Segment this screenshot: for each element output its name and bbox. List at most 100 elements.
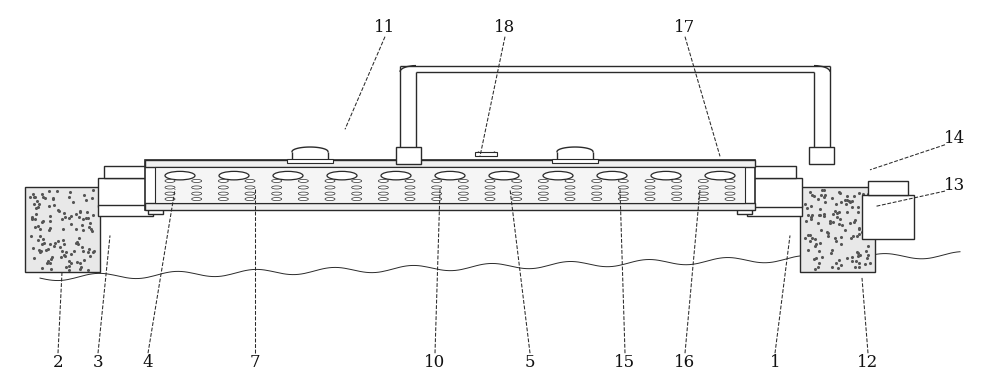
Point xyxy=(50,207,66,213)
Ellipse shape xyxy=(219,171,249,180)
Point xyxy=(860,243,876,249)
Point xyxy=(23,233,39,239)
Text: 15: 15 xyxy=(614,354,636,371)
Point xyxy=(34,265,50,271)
Point xyxy=(813,227,829,233)
Bar xyxy=(552,159,598,163)
Point xyxy=(42,225,58,231)
Point xyxy=(76,257,92,264)
Point xyxy=(42,259,58,266)
Ellipse shape xyxy=(485,198,495,201)
Point xyxy=(856,231,872,237)
Point xyxy=(857,261,873,267)
Point xyxy=(803,203,819,209)
Ellipse shape xyxy=(378,198,388,201)
Ellipse shape xyxy=(352,179,362,183)
Point xyxy=(858,247,874,254)
Point xyxy=(861,210,877,216)
Ellipse shape xyxy=(272,192,282,195)
Point xyxy=(811,212,827,218)
Point xyxy=(84,195,100,201)
Point xyxy=(65,200,81,206)
Point xyxy=(850,208,866,215)
Point xyxy=(812,205,828,212)
Ellipse shape xyxy=(378,192,388,195)
Point xyxy=(80,215,96,221)
Ellipse shape xyxy=(192,192,202,195)
Point xyxy=(27,195,43,201)
Point xyxy=(806,193,822,199)
Ellipse shape xyxy=(565,179,575,183)
Point xyxy=(74,244,90,251)
Point xyxy=(839,196,855,203)
Point xyxy=(852,252,868,258)
Text: 13: 13 xyxy=(944,177,966,194)
Point xyxy=(69,239,85,245)
Point xyxy=(832,216,848,222)
Ellipse shape xyxy=(672,179,682,183)
Text: 4: 4 xyxy=(143,354,153,371)
Point xyxy=(799,205,815,211)
Bar xyxy=(98,205,153,216)
Point xyxy=(24,215,40,221)
Point xyxy=(842,199,858,205)
Bar xyxy=(396,147,421,164)
Point xyxy=(828,201,844,207)
Ellipse shape xyxy=(378,179,388,183)
Point xyxy=(829,213,845,220)
Point xyxy=(85,212,101,218)
Ellipse shape xyxy=(165,179,175,183)
Bar xyxy=(25,187,100,272)
Ellipse shape xyxy=(489,171,519,180)
Point xyxy=(34,191,50,197)
Ellipse shape xyxy=(705,171,735,180)
Point xyxy=(35,218,51,224)
Point xyxy=(824,264,840,270)
Point xyxy=(71,235,87,241)
Ellipse shape xyxy=(325,198,335,201)
Ellipse shape xyxy=(435,171,465,180)
Point xyxy=(807,266,823,272)
Point xyxy=(825,219,841,225)
Point xyxy=(24,214,40,220)
Point xyxy=(827,208,843,214)
Ellipse shape xyxy=(698,186,708,189)
Text: 2: 2 xyxy=(53,354,63,371)
Point xyxy=(822,218,838,224)
Point xyxy=(25,244,41,251)
Point xyxy=(40,246,56,252)
Ellipse shape xyxy=(245,192,255,195)
Point xyxy=(33,248,49,254)
Bar xyxy=(104,166,152,178)
Point xyxy=(56,252,72,258)
Ellipse shape xyxy=(565,198,575,201)
Point xyxy=(820,232,836,239)
Point xyxy=(797,235,813,241)
Point xyxy=(816,213,832,219)
Point xyxy=(832,190,848,196)
Point xyxy=(827,235,843,241)
Point xyxy=(75,227,91,234)
Point xyxy=(814,254,830,260)
Point xyxy=(812,240,828,246)
Point xyxy=(860,252,876,258)
Point xyxy=(851,225,867,232)
Point xyxy=(63,260,79,266)
Point xyxy=(823,250,839,256)
Point xyxy=(42,218,58,224)
Point xyxy=(81,223,97,230)
Point xyxy=(812,212,828,218)
Ellipse shape xyxy=(538,186,548,189)
Point xyxy=(43,256,59,262)
Point xyxy=(862,260,878,266)
Point xyxy=(56,210,72,216)
Point xyxy=(66,248,82,254)
Point xyxy=(819,229,835,235)
Point xyxy=(814,187,830,193)
Point xyxy=(817,192,833,198)
Ellipse shape xyxy=(512,192,522,195)
Ellipse shape xyxy=(512,179,522,183)
Point xyxy=(831,257,847,263)
Bar xyxy=(155,167,745,203)
Point xyxy=(828,260,844,266)
